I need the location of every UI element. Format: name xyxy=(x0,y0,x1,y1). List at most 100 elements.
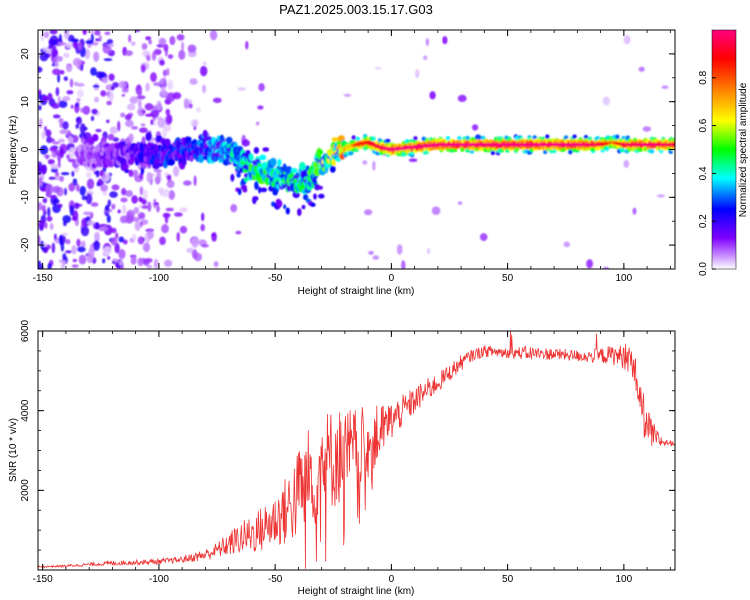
heatmap-cell xyxy=(471,124,479,131)
colorbar-label: Normalized spectral amplitude xyxy=(738,82,749,217)
heatmap-cell xyxy=(253,147,260,154)
heatmap-cell xyxy=(201,244,210,248)
heatmap-cell xyxy=(313,177,317,186)
heatmap-cell xyxy=(130,255,137,265)
heatmap-cell xyxy=(118,260,124,266)
heatmap-cell xyxy=(386,138,391,144)
heatmap-cell xyxy=(42,47,47,52)
heatmap-cell xyxy=(190,119,199,127)
heatmap-cell xyxy=(137,236,145,245)
heatmap-cell xyxy=(144,233,149,243)
heatmap-cell xyxy=(53,233,57,241)
heatmap-cell xyxy=(615,134,620,140)
heatmap-cell xyxy=(372,255,380,260)
heatmap-cell xyxy=(121,188,127,196)
spectrogram-heatmap xyxy=(38,30,675,269)
x-tick-label: -50 xyxy=(268,273,283,284)
heatmap-cell xyxy=(164,212,169,224)
heatmap-cell xyxy=(65,250,72,254)
heatmap-cell xyxy=(597,145,602,151)
heatmap-cell xyxy=(422,55,428,61)
x-tick-label: -100 xyxy=(149,273,169,284)
heatmap-cell xyxy=(252,196,259,201)
heatmap-cell xyxy=(52,185,61,194)
heatmap-cell xyxy=(156,171,162,180)
heatmap-cell xyxy=(47,262,52,269)
heatmap-cell xyxy=(50,48,59,58)
heatmap-cell xyxy=(38,262,44,269)
heatmap-cell xyxy=(85,40,94,45)
x-tick-label: -150 xyxy=(33,574,53,585)
heatmap-cell xyxy=(59,175,64,182)
heatmap-cell xyxy=(47,92,53,102)
heatmap-cell xyxy=(59,147,65,159)
heatmap-cell xyxy=(632,207,637,215)
heatmap-cell xyxy=(372,160,376,171)
colorbar-tick-label: 0.4 xyxy=(698,166,709,180)
heatmap-cell xyxy=(72,57,82,67)
heatmap-cell xyxy=(52,141,60,145)
colorbar-ticks: 0.0 0.2 0.4 0.6 0.8 xyxy=(698,70,716,276)
heatmap-cell xyxy=(85,171,92,179)
heatmap-cell xyxy=(66,90,74,95)
heatmap-cell xyxy=(108,73,115,81)
heatmap-cell xyxy=(105,204,110,212)
heatmap-cell xyxy=(61,232,69,236)
heatmap-cell xyxy=(572,134,577,140)
heatmap-cell xyxy=(143,189,148,201)
heatmap-cell xyxy=(161,224,169,234)
heatmap-cell xyxy=(111,203,116,210)
heatmap-cell xyxy=(86,193,93,205)
heatmap-cell xyxy=(202,129,208,139)
heatmap-cell xyxy=(124,168,130,174)
heatmap-cell xyxy=(102,191,108,196)
heatmap-cell xyxy=(108,91,114,102)
heatmap-cell xyxy=(131,217,141,222)
heatmap-cell xyxy=(62,253,67,261)
heatmap-cell xyxy=(51,242,56,254)
heatmap-cell xyxy=(154,202,160,206)
heatmap-cell xyxy=(200,65,208,77)
heatmap-cell xyxy=(83,211,92,216)
heatmap-cell xyxy=(151,51,157,61)
heatmap-cell xyxy=(57,41,67,46)
heatmap-cell xyxy=(63,30,69,40)
heatmap-cell xyxy=(60,263,65,269)
heatmap-cell xyxy=(47,159,55,165)
heatmap-cell xyxy=(72,258,77,263)
heatmap-cell xyxy=(331,137,339,142)
heatmap-cell xyxy=(150,119,154,126)
heatmap-cell xyxy=(620,147,625,153)
heatmap-cell xyxy=(40,31,45,42)
heatmap-cell xyxy=(172,92,182,100)
heatmap-cell xyxy=(257,105,264,110)
heatmap-cell xyxy=(49,195,56,199)
heatmap-cell xyxy=(99,169,104,177)
heatmap-cell xyxy=(244,176,248,183)
heatmap-cell xyxy=(119,215,129,224)
heatmap-cell xyxy=(457,201,463,205)
x-tick-label: -100 xyxy=(149,574,169,585)
heatmap-cell xyxy=(169,35,176,46)
heatmap-cell xyxy=(150,110,160,118)
heatmap-cell xyxy=(213,261,219,268)
heatmap-cell xyxy=(90,115,95,122)
heatmap-cell xyxy=(623,35,631,45)
heatmap-cell xyxy=(117,209,121,214)
heatmap-cell xyxy=(57,73,61,83)
spectrogram-y-axis: -20 -10 0 10 20 xyxy=(20,29,675,270)
heatmap-cell xyxy=(290,168,298,173)
heatmap-cell xyxy=(38,66,43,73)
heatmap-cell xyxy=(166,114,173,124)
heatmap-cell xyxy=(63,76,68,81)
heatmap-cell xyxy=(181,41,185,52)
snr-y-label: SNR (10 * v/v) xyxy=(8,418,19,482)
heatmap-cell xyxy=(329,165,336,173)
heatmap-cell xyxy=(54,61,59,68)
heatmap-cell xyxy=(137,257,144,267)
heatmap-cell xyxy=(122,204,127,215)
y-tick-label: 6000 xyxy=(20,319,31,342)
heatmap-cell xyxy=(141,110,146,114)
heatmap-cell xyxy=(189,78,198,85)
